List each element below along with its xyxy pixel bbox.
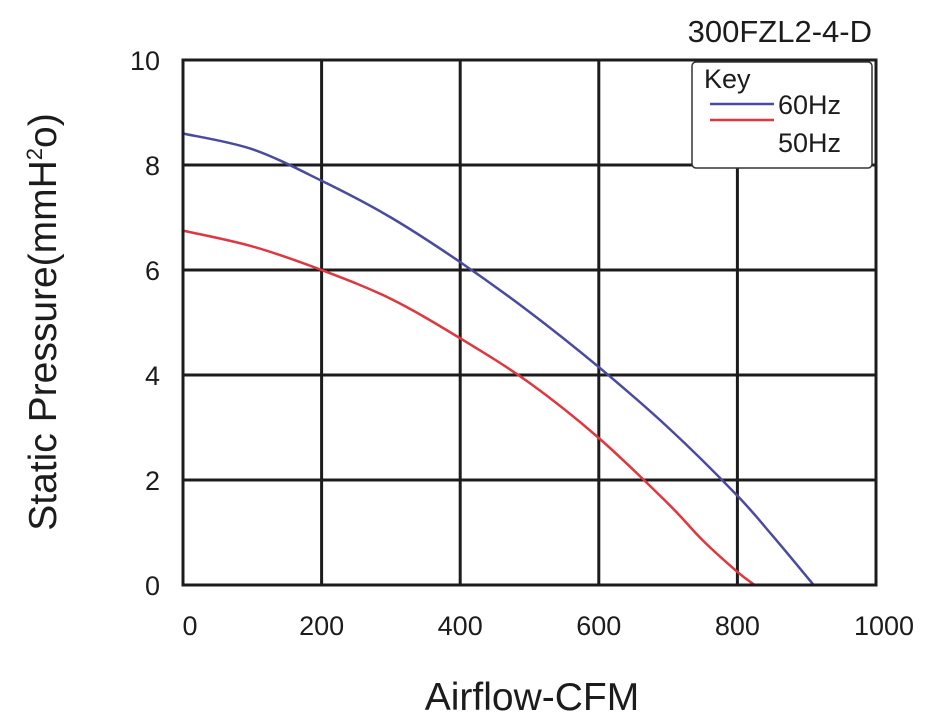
y-tick-label-8: 8: [145, 151, 160, 181]
series-line-50hz: [182, 229, 756, 587]
plot-frame: [181, 58, 878, 587]
legend: Key 60Hz 50Hz: [691, 61, 873, 169]
y-tick-label-2: 2: [145, 466, 160, 496]
series-line-60hz: [182, 132, 815, 586]
x-tick-label-800: 800: [715, 611, 760, 641]
y-tick-label-10: 10: [130, 46, 160, 76]
y-axis-title: Static Pressure(mmH2o): [22, 113, 65, 531]
x-axis-title: Airflow-CFM: [425, 676, 639, 719]
y-tick-label-0: 0: [145, 571, 160, 601]
legend-entry-60hz: 60Hz: [778, 90, 841, 120]
y-tick-label-6: 6: [145, 256, 160, 286]
x-tick-label-200: 200: [299, 611, 344, 641]
legend-entry-50hz: 50Hz: [778, 128, 841, 158]
x-tick-label-1000: 1000: [854, 611, 914, 641]
y-axis-title-group: Static Pressure(mmH2o): [22, 113, 65, 531]
legend-box: [691, 61, 873, 169]
x-tick-labels: 0 200 400 600 800 1000: [182, 611, 914, 641]
y-tick-label-4: 4: [145, 361, 160, 391]
x-tick-label-0: 0: [182, 611, 197, 641]
x-tick-label-600: 600: [576, 611, 621, 641]
legend-title: Key: [704, 64, 751, 94]
y-tick-labels: 0 2 4 6 8 10: [130, 46, 160, 601]
series-lines: [182, 132, 815, 587]
chart-title: 300FZL2-4-D: [688, 14, 872, 49]
x-tick-label-400: 400: [438, 611, 483, 641]
